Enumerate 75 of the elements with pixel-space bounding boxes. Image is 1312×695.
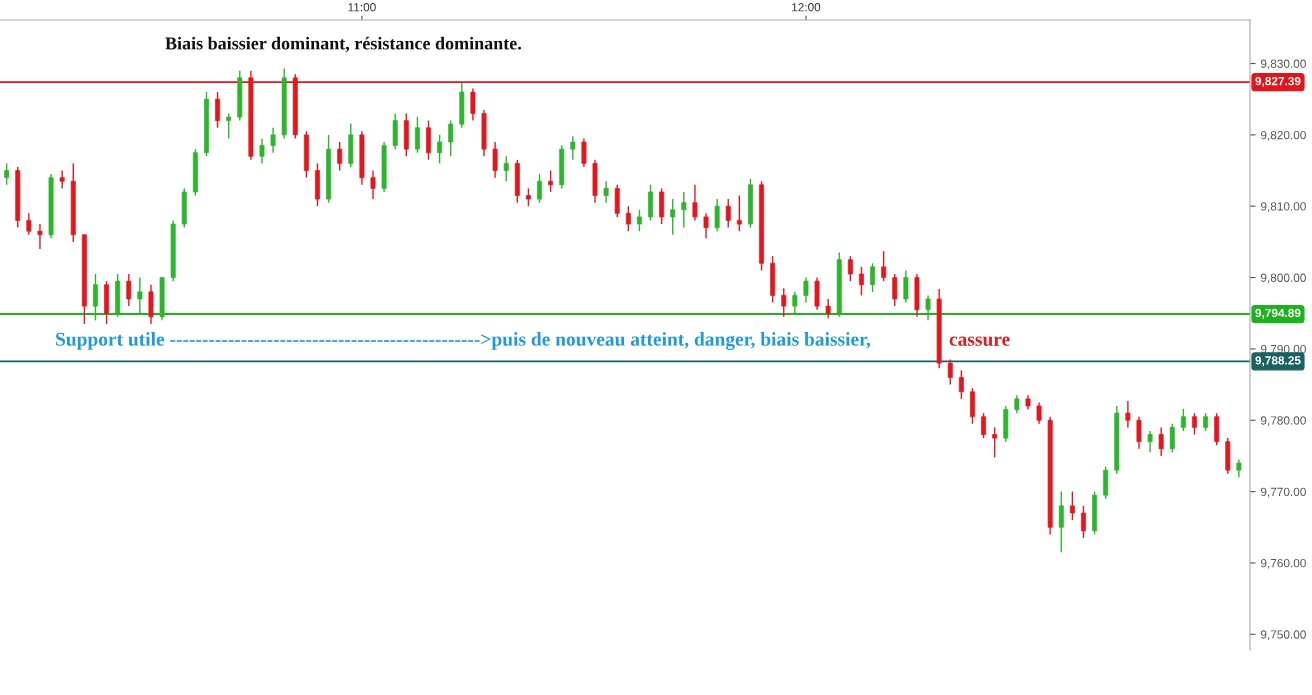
ref-line-label: 9,788.25 xyxy=(1255,356,1301,367)
y-tick-label: 9,810.00 xyxy=(1260,202,1306,213)
candlestick xyxy=(1169,423,1175,454)
candlestick xyxy=(437,134,443,165)
candlestick xyxy=(414,116,420,154)
candlestick xyxy=(370,169,376,200)
candlestick xyxy=(59,169,65,190)
candlestick xyxy=(958,369,964,400)
y-tick-label: 9,750.00 xyxy=(1260,630,1306,641)
candlestick xyxy=(1069,490,1075,521)
candlestick xyxy=(1036,401,1042,425)
candlestick xyxy=(570,135,576,161)
candlestick xyxy=(603,180,609,204)
candlestick xyxy=(1125,400,1131,429)
candlestick xyxy=(137,276,143,314)
candlestick xyxy=(270,127,276,154)
ref-line-label: 9,794.89 xyxy=(1255,308,1301,319)
candlestick xyxy=(26,212,32,236)
candlestick xyxy=(126,273,132,307)
candlestick xyxy=(781,287,787,318)
candlestick xyxy=(37,223,43,250)
candlestick xyxy=(4,162,10,186)
candlestick xyxy=(714,198,720,232)
candlestick xyxy=(1081,505,1086,539)
candlestick xyxy=(1058,490,1064,553)
candlestick xyxy=(492,141,498,179)
candlestick xyxy=(892,273,898,307)
ref-line-label: 9,827.39 xyxy=(1255,76,1301,88)
candlestick xyxy=(792,291,798,314)
candlestick xyxy=(215,91,221,129)
candlestick xyxy=(259,137,265,165)
candlestick xyxy=(1192,412,1197,436)
candlestick xyxy=(725,198,731,229)
candlestick xyxy=(981,412,987,439)
candlestick xyxy=(847,255,853,282)
candlestick xyxy=(448,119,454,157)
candlestick xyxy=(1180,408,1186,432)
candlestick xyxy=(859,266,864,297)
candlestick xyxy=(670,198,676,236)
candlestick xyxy=(736,194,742,232)
candlestick xyxy=(226,112,232,140)
candlestick xyxy=(703,212,709,240)
candlestick xyxy=(903,269,909,304)
candlestick xyxy=(947,358,953,386)
candlestick xyxy=(803,276,809,304)
y-tick-label: 9,800.00 xyxy=(1260,273,1306,284)
text: Biais baissier dominant, résistance dominante. xyxy=(165,36,522,53)
y-tick-label: 9,830.00 xyxy=(1260,59,1306,70)
candlestick xyxy=(1158,426,1164,457)
candlestick xyxy=(581,137,587,168)
annotation: cassure xyxy=(949,336,1010,346)
candlestick xyxy=(1147,430,1153,454)
candlestick xyxy=(548,169,554,193)
candlestick xyxy=(681,191,687,229)
y-tick-label: 9,760.00 xyxy=(1260,558,1306,569)
candlestick xyxy=(625,205,631,232)
candlestick xyxy=(1136,415,1142,450)
y-tick-label: 9,770.00 xyxy=(1260,487,1306,498)
candlestick xyxy=(503,155,509,182)
candlestick xyxy=(470,87,476,122)
candlestick xyxy=(925,294,931,322)
candlestick xyxy=(825,298,831,319)
candlestick xyxy=(337,141,343,172)
candlestick xyxy=(93,273,98,322)
x-tick-label: 11:00 xyxy=(348,3,376,12)
x-tick-label: 12:00 xyxy=(792,3,821,12)
candlestick xyxy=(992,426,998,459)
candlestick xyxy=(636,209,642,232)
candlestick xyxy=(881,250,887,282)
candlestick xyxy=(692,184,698,222)
candlestick xyxy=(870,262,876,293)
candlestick xyxy=(537,173,542,204)
y-tick-label: 9,780.00 xyxy=(1260,416,1306,427)
annotation: Support utile ------------------------------------------------>puis de nouveau atteint, danger, biais baissier, xyxy=(56,332,871,350)
y-tick-label: 9,820.00 xyxy=(1260,130,1306,141)
